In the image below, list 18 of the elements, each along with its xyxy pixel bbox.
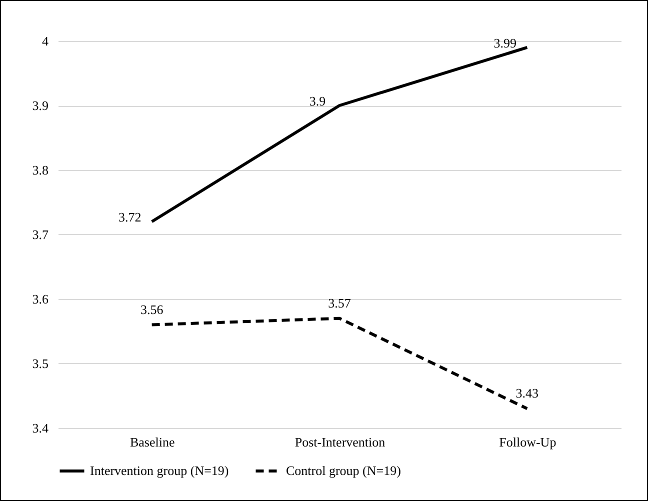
legend-label: Control group (N=19)	[286, 463, 401, 478]
y-tick-label: 3.8	[32, 162, 48, 178]
data-label: 3.99	[494, 35, 517, 50]
data-label: 3.9	[309, 94, 326, 108]
x-tick-label: Post-Intervention	[294, 434, 386, 450]
y-tick-label: 3.9	[32, 98, 48, 113]
legend-label: Intervention group (N=19)	[90, 463, 229, 478]
data-label: 3.57	[328, 295, 352, 310]
data-label: 3.43	[516, 386, 539, 401]
data-label: 3.56	[140, 302, 164, 317]
x-tick-label: Baseline	[130, 434, 175, 450]
data-label: 3.72	[118, 210, 142, 225]
y-tick-label: 4	[42, 34, 49, 48]
y-tick-label: 3.7	[32, 227, 49, 242]
y-tick-label: 3.5	[32, 356, 48, 371]
y-tick-label: 3.6	[32, 292, 49, 306]
y-tick-label: 3.4	[32, 420, 49, 436]
x-tick-label: Follow-Up	[499, 434, 556, 450]
